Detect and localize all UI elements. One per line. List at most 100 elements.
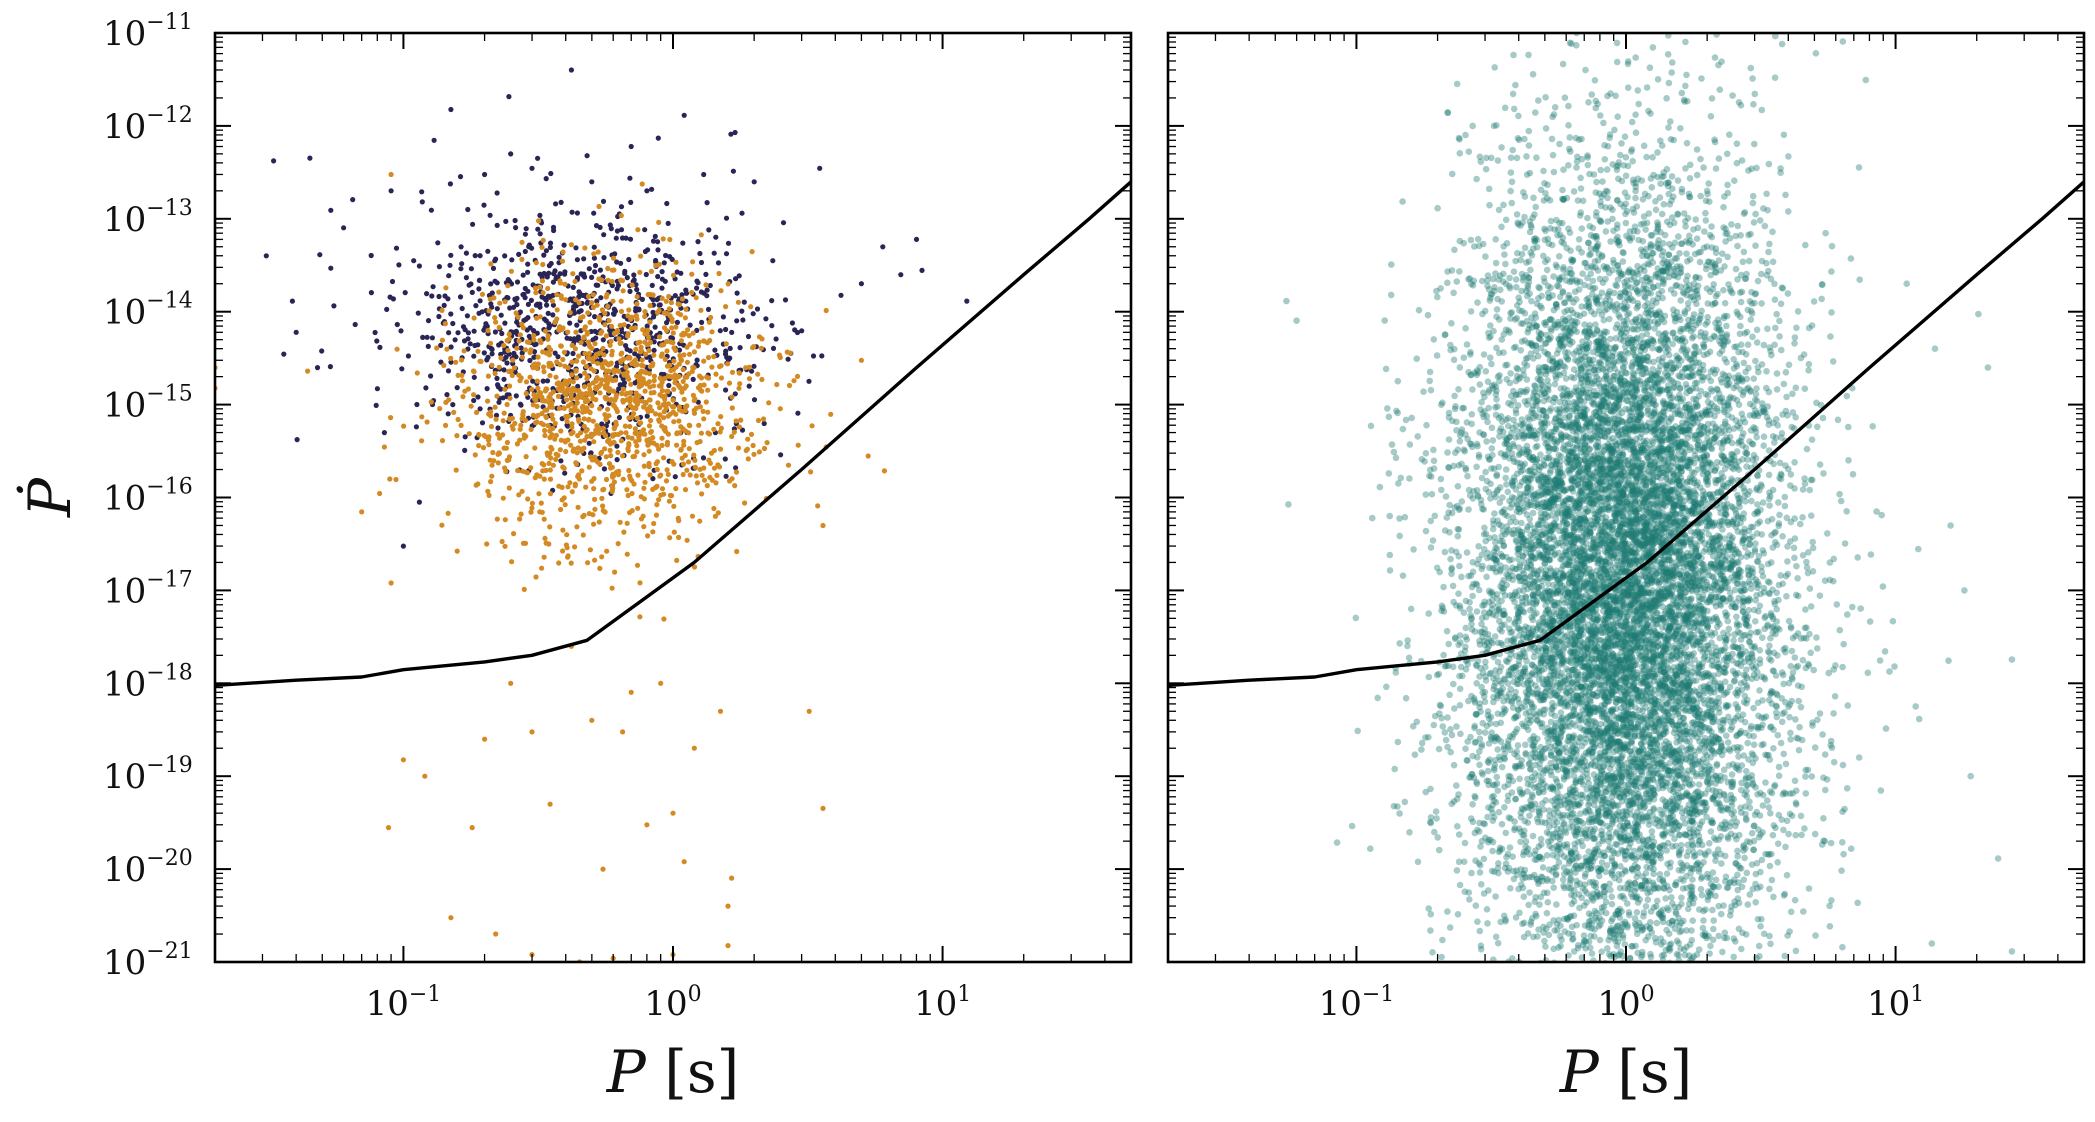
data-point <box>617 322 623 328</box>
data-point <box>341 225 347 231</box>
data-point <box>1442 736 1450 744</box>
data-point <box>520 409 526 415</box>
data-point <box>619 391 625 397</box>
data-point <box>1756 217 1764 224</box>
data-point <box>655 135 661 141</box>
data-point <box>1559 186 1566 194</box>
data-point <box>604 548 610 554</box>
data-point <box>735 445 742 451</box>
data-point <box>691 365 697 371</box>
data-point <box>536 491 542 497</box>
data-point <box>592 557 598 563</box>
data-point <box>634 443 640 449</box>
data-point <box>597 406 603 412</box>
data-point <box>398 328 404 334</box>
data-point <box>573 297 579 303</box>
data-point <box>508 680 514 686</box>
data-point <box>898 272 904 278</box>
data-point <box>1650 513 1658 520</box>
data-point <box>547 524 553 530</box>
data-point <box>501 410 507 416</box>
data-point <box>610 440 616 446</box>
data-point <box>602 322 608 328</box>
data-point <box>609 464 615 470</box>
data-point <box>673 486 679 492</box>
data-point <box>611 479 618 485</box>
data-point <box>572 346 579 352</box>
data-point <box>687 472 693 478</box>
data-point <box>505 283 511 289</box>
data-point <box>479 291 486 297</box>
data-point <box>1528 340 1535 347</box>
data-point <box>1750 375 1757 383</box>
data-point <box>605 303 611 310</box>
data-point <box>1678 919 1685 927</box>
data-point <box>628 689 634 695</box>
data-point <box>525 261 531 267</box>
data-point <box>527 357 533 364</box>
data-point <box>588 366 594 372</box>
data-point <box>399 366 405 372</box>
data-point <box>625 492 631 499</box>
data-point <box>596 519 602 525</box>
data-point <box>1444 714 1451 721</box>
data-point <box>1759 404 1766 411</box>
data-point <box>696 339 702 345</box>
data-point <box>577 290 583 296</box>
data-point <box>606 318 612 324</box>
data-point <box>525 288 531 294</box>
data-point <box>514 441 521 447</box>
data-point <box>723 326 729 333</box>
data-point <box>1684 416 1691 424</box>
data-point <box>662 356 668 362</box>
data-point <box>718 375 725 381</box>
data-point <box>659 393 665 399</box>
data-point <box>1656 718 1663 726</box>
data-point <box>528 426 534 432</box>
data-point <box>1523 634 1531 642</box>
data-point <box>439 307 445 313</box>
data-point <box>1764 797 1771 804</box>
data-point <box>502 386 508 392</box>
data-point <box>494 190 500 196</box>
data-point <box>632 325 638 331</box>
data-point <box>1545 739 1552 746</box>
data-point <box>1856 276 1863 284</box>
data-point <box>501 342 507 349</box>
data-point <box>1600 119 1607 127</box>
data-point <box>479 420 486 426</box>
data-point <box>1678 188 1686 196</box>
data-point <box>1561 884 1568 892</box>
data-point <box>823 307 829 314</box>
data-point <box>1746 638 1753 646</box>
data-point <box>1592 408 1600 416</box>
data-point <box>1760 442 1767 450</box>
data-point <box>562 378 568 384</box>
data-point <box>570 379 576 385</box>
data-point <box>595 249 601 255</box>
data-point <box>1433 815 1440 822</box>
data-point <box>466 431 472 437</box>
data-point <box>1517 374 1524 381</box>
data-point <box>1718 559 1725 566</box>
data-point <box>674 319 681 325</box>
data-point <box>1390 448 1398 456</box>
data-point <box>673 347 679 353</box>
data-point <box>698 375 705 381</box>
data-point <box>1574 800 1581 808</box>
data-point <box>1535 476 1543 483</box>
data-point <box>1644 492 1652 500</box>
data-point <box>727 355 733 361</box>
data-point <box>414 370 420 376</box>
data-point <box>544 386 550 392</box>
data-point <box>1691 623 1698 630</box>
data-point <box>571 336 577 342</box>
data-point <box>541 554 547 560</box>
data-point <box>1687 833 1694 841</box>
data-point <box>649 440 655 446</box>
data-point <box>670 810 676 816</box>
data-point <box>653 411 659 417</box>
data-point <box>1620 514 1627 522</box>
data-point <box>658 680 664 686</box>
data-point <box>714 472 720 478</box>
